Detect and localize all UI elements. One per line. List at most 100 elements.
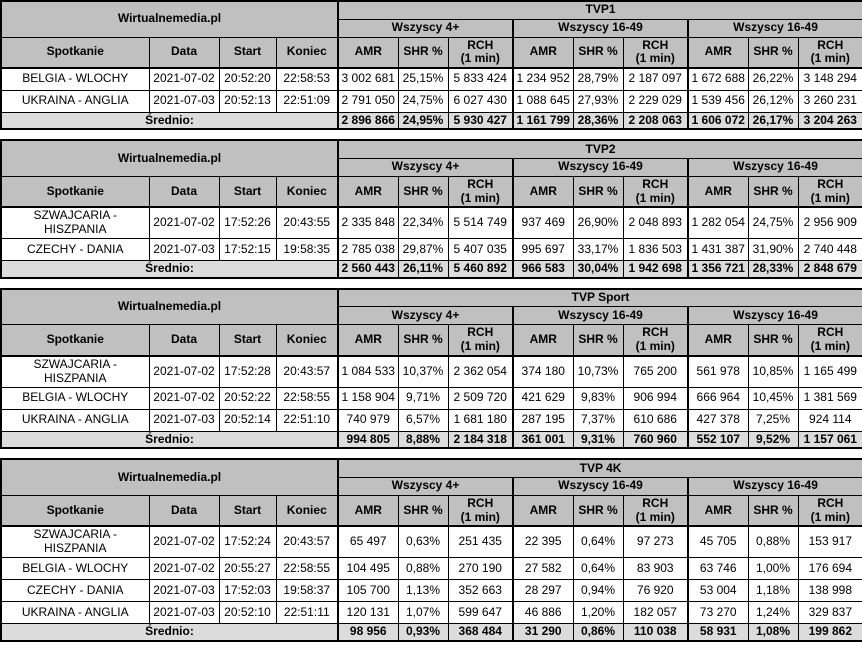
metric-value: 1,07% [397, 601, 449, 625]
metric-value: 1 088 645 [512, 89, 574, 113]
metric-value: 24,75% [747, 206, 799, 240]
column-header-rch: RCH (1 min) [797, 36, 862, 70]
brand-cell: Wirtualnemedia.pl [0, 288, 339, 326]
metric-value: 599 647 [447, 601, 514, 625]
metric-value: 2 229 029 [622, 89, 689, 113]
average-value: 2 848 679 [797, 260, 862, 279]
column-header-start: Start [218, 324, 277, 357]
average-row: Średnio: 994 805 8,88% 2 184 318 361 001 9,31… [0, 430, 862, 449]
start-time: 20:52:22 [218, 386, 277, 410]
metric-value: 63 746 [687, 557, 749, 581]
table-row: SZWAJCARIA - HISZPANIA 2021-07-02 17:52:26… [0, 206, 862, 240]
metric-value: 3 148 294 [797, 67, 862, 91]
metric-value: 1,00% [747, 557, 799, 581]
column-header-shr: SHR % [397, 324, 449, 357]
metric-value: 2 956 909 [797, 206, 862, 240]
end-time: 22:58:55 [275, 386, 339, 410]
metric-value: 45 705 [687, 525, 749, 559]
metric-value: 1,18% [747, 579, 799, 603]
column-header-amr: AMR [687, 494, 749, 528]
column-header-rch: RCH (1 min) [622, 36, 689, 70]
metric-value: 22,34% [397, 206, 449, 240]
metric-value: 10,73% [572, 355, 624, 388]
column-header-rch: RCH (1 min) [797, 324, 862, 357]
average-value: 1 606 072 [687, 111, 749, 130]
metric-value: 610 686 [622, 408, 689, 432]
metric-value: 53 004 [687, 579, 749, 603]
match-name: BELGIA - WLOCHY [0, 386, 150, 410]
metric-value: 924 114 [797, 408, 862, 432]
metric-value: 2 048 893 [622, 206, 689, 240]
channel-name: TVP Sport [336, 288, 862, 308]
metric-value: 7,37% [572, 408, 624, 432]
metric-value: 10,45% [747, 386, 799, 410]
metric-value: 76 920 [622, 579, 689, 603]
column-header-amr: AMR [337, 175, 399, 209]
audience-group-header: Wszyscy 4+ [337, 157, 514, 177]
column-header-rch: RCH (1 min) [622, 494, 689, 528]
brand-cell: Wirtualnemedia.pl [0, 458, 339, 496]
column-header-shr: SHR % [572, 36, 624, 70]
column-header-rch: RCH (1 min) [447, 494, 514, 528]
average-value: 1 356 721 [687, 260, 749, 279]
match-date: 2021-07-02 [148, 525, 220, 559]
column-header-shr: SHR % [397, 494, 449, 528]
match-name: UKRAINA - ANGLIA [0, 408, 150, 432]
metric-value: 33,17% [572, 238, 624, 262]
ratings-table-tvp2: Wirtualnemedia.pl TVP2 Wszyscy 4+ Wszyscy 1… [0, 139, 862, 279]
average-value: 368 484 [447, 623, 514, 642]
column-header-amr: AMR [512, 36, 574, 70]
average-value: 760 960 [622, 430, 689, 449]
channel-name: TVP1 [336, 0, 862, 20]
match-name: SZWAJCARIA - HISZPANIA [0, 525, 150, 559]
match-name: SZWAJCARIA - HISZPANIA [0, 206, 150, 240]
audience-group-header: Wszyscy 16-49 [512, 157, 689, 177]
metric-value: 9,83% [572, 386, 624, 410]
column-header-amr: AMR [512, 175, 574, 209]
average-row: Średnio: 2 896 866 24,95% 5 930 427 1 161 79… [0, 111, 862, 130]
average-value: 26,11% [397, 260, 449, 279]
metric-value: 561 978 [687, 355, 749, 388]
average-value: 0,93% [397, 623, 449, 642]
average-value: 2 896 866 [337, 111, 399, 130]
table-row: CZECHY - DANIA 2021-07-03 17:52:03 19:58:37… [0, 579, 862, 603]
column-header-amr: AMR [512, 494, 574, 528]
average-value: 5 930 427 [447, 111, 514, 130]
match-date: 2021-07-03 [148, 238, 220, 262]
average-value: 1 161 799 [512, 111, 574, 130]
match-name: CZECHY - DANIA [0, 579, 150, 603]
audience-group-header: Wszyscy 16-49 [686, 306, 862, 326]
metric-value: 0,64% [572, 525, 624, 559]
brand-cell: Wirtualnemedia.pl [0, 0, 339, 38]
metric-value: 352 663 [447, 579, 514, 603]
average-value: 30,04% [572, 260, 624, 279]
column-header-spotkanie: Spotkanie [0, 175, 150, 209]
column-header-amr: AMR [687, 175, 749, 209]
audience-group-header: Wszyscy 16-49 [686, 18, 862, 38]
channel-name: TVP2 [336, 139, 862, 159]
column-header-rch: RCH (1 min) [447, 175, 514, 209]
match-name: CZECHY - DANIA [0, 238, 150, 262]
ratings-table-tvp-4k: Wirtualnemedia.pl TVP 4K Wszyscy 4+ Wszyscy… [0, 458, 862, 642]
metric-value: 105 700 [337, 579, 399, 603]
metric-value: 374 180 [512, 355, 574, 388]
metric-value: 10,85% [747, 355, 799, 388]
column-header-shr: SHR % [572, 494, 624, 528]
column-header-data: Data [148, 36, 220, 70]
average-value: 1 942 698 [622, 260, 689, 279]
column-header-amr: AMR [687, 36, 749, 70]
average-value: 0,86% [572, 623, 624, 642]
metric-value: 1 381 569 [797, 386, 862, 410]
end-time: 22:58:53 [275, 67, 339, 91]
metric-value: 0,63% [397, 525, 449, 559]
average-label: Średnio: [0, 430, 339, 449]
metric-value: 666 964 [687, 386, 749, 410]
average-value: 58 931 [687, 623, 749, 642]
metric-value: 46 886 [512, 601, 574, 625]
column-header-shr: SHR % [397, 175, 449, 209]
average-value: 1,08% [747, 623, 799, 642]
metric-value: 27 582 [512, 557, 574, 581]
start-time: 20:52:10 [218, 601, 277, 625]
column-header-koniec: Koniec [275, 175, 339, 209]
metric-value: 270 190 [447, 557, 514, 581]
